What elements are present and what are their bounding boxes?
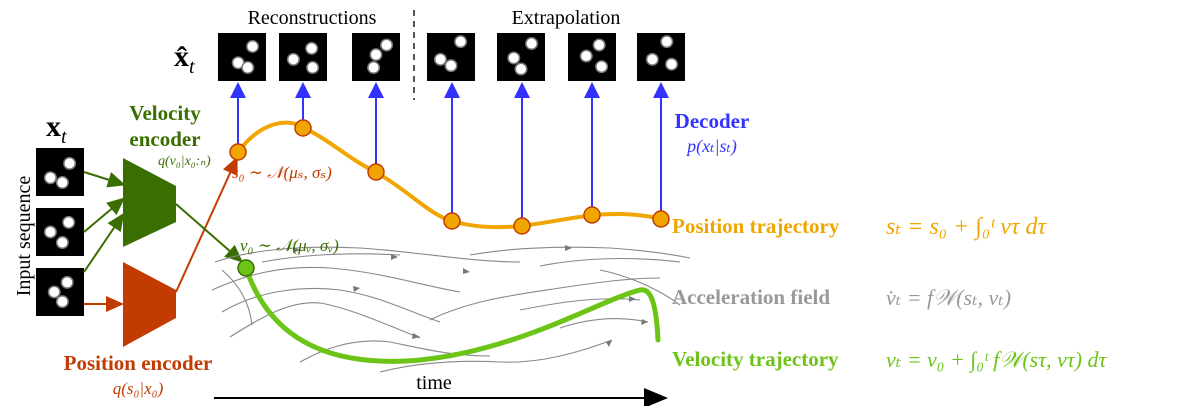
velocity-trajectory-equation: vₜ = v₀ + ∫₀ᵗ f𝒲(sτ, vτ) dτ (886, 347, 1108, 373)
input3-to-velocity-arrow (83, 212, 125, 273)
output-frame-2 (279, 33, 327, 81)
output-frame-1 (218, 33, 266, 81)
position-points (229, 119, 670, 235)
input-frame-1 (36, 148, 84, 196)
output-frame-4 (427, 33, 475, 81)
output-frame-3 (352, 33, 400, 81)
position-encoder-to-s0-arrow (175, 156, 238, 293)
position-encoder-shape (123, 262, 176, 347)
velocity-encoder-to-v0-arrow (175, 203, 244, 263)
input1-to-velocity-arrow (83, 171, 126, 188)
velocity-trajectory-curve (243, 265, 661, 364)
input-frame-3 (36, 268, 84, 316)
position-encoder-title: Position encoder (64, 351, 213, 375)
time-axis-label: time (416, 372, 452, 394)
position-trajectory-equation: sₜ = s₀ + ∫₀ᵗ vτ dτ (886, 214, 1048, 241)
extrapolation-label: Extrapolation (512, 7, 621, 29)
decoder-formula: p(xₜ|sₜ) (685, 136, 737, 157)
input2-to-velocity-arrow (83, 197, 126, 233)
input-sequence-label: Input sequence (13, 176, 35, 297)
v0-point (237, 259, 255, 277)
velocity-trajectory-label: Velocity trajectory (672, 347, 839, 371)
output-frame-7 (637, 33, 685, 81)
input-x-symbol: xt (46, 110, 67, 148)
output-frame-6 (568, 33, 616, 81)
decoder-title: Decoder (675, 109, 750, 133)
velocity-encoder-title-1: Velocity (129, 101, 201, 125)
input-frame-2 (36, 208, 84, 256)
acceleration-field-label: Acceleration field (672, 285, 830, 309)
velocity-encoder-formula: q(v₀|x₀:ₙ) (158, 154, 211, 169)
velocity-encoder-shape (123, 158, 176, 247)
v0-prior-label: v₀ ∼ 𝒩(μᵥ, σᵥ) (240, 236, 339, 255)
reconstructions-label: Reconstructions (248, 7, 377, 29)
field-arrowheads (293, 245, 648, 347)
s0-prior-label: s₀ ∼ 𝒩(μₛ, σₛ) (232, 163, 332, 182)
output-frame-5 (497, 33, 545, 81)
decoder-arrows (230, 82, 669, 218)
input-frames (36, 148, 84, 316)
acceleration-field-streamlines (211, 246, 691, 373)
position-encoder-formula: q(s₀|x₀) (113, 379, 164, 398)
output-frames (218, 33, 685, 81)
position-trajectory-label: Position trajectory (672, 214, 840, 238)
velocity-encoder-title-2: encoder (129, 127, 200, 151)
acceleration-field-equation: v̇ₜ = f𝒲(sₜ, vₜ) (886, 285, 1011, 310)
xhat-symbol: x̂t (174, 40, 195, 78)
